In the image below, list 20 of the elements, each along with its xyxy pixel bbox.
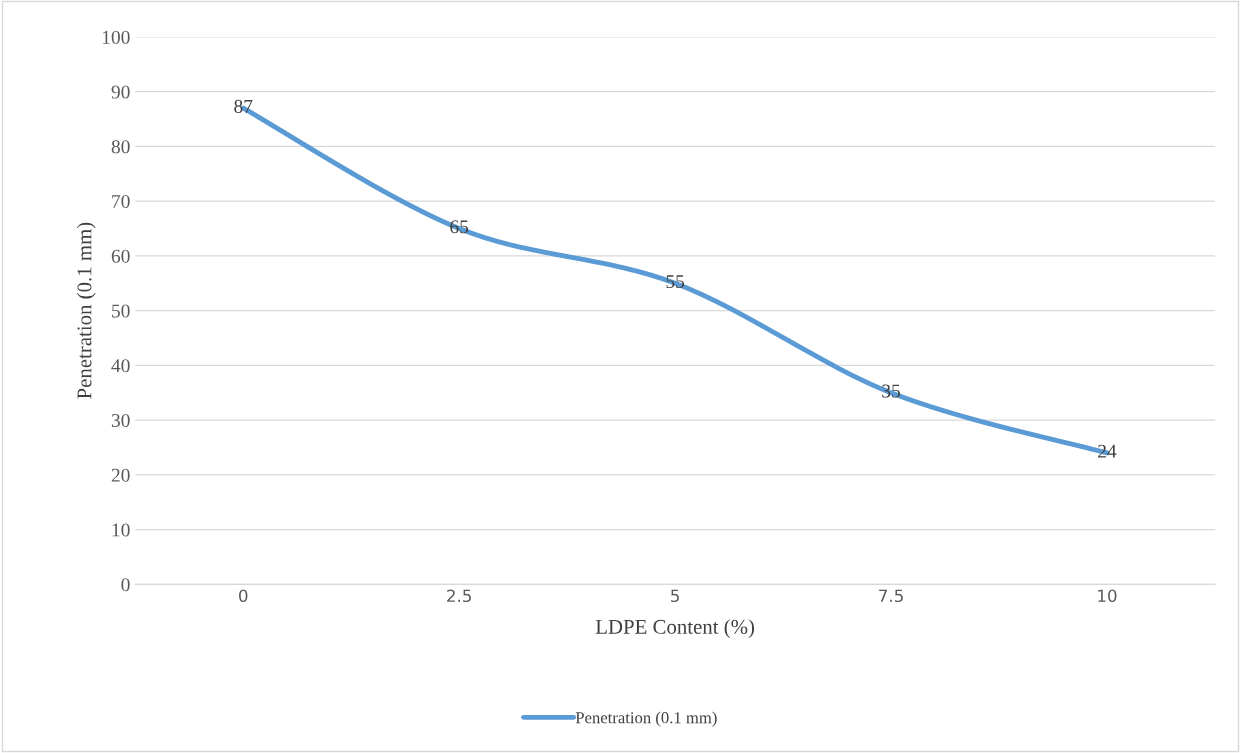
x-tick-label: 10: [1098, 589, 1117, 603]
legend-label: Penetration (0.1 mm): [575, 711, 717, 727]
y-tick-label: 100: [102, 30, 130, 44]
x-tick-label: 5: [671, 589, 679, 603]
x-tick-label: 7.5: [879, 589, 903, 603]
y-tick-label: 50: [112, 304, 130, 318]
y-tick-label: 20: [111, 468, 130, 482]
y-tick-label: 70: [112, 194, 130, 209]
y-tick-label: 0: [121, 578, 130, 592]
x-tick-label: 0: [239, 589, 248, 603]
data-label: 87: [234, 99, 253, 113]
y-axis-title: Penetration (0.1 mm): [76, 222, 96, 399]
x-tick-label: 2.5: [447, 589, 471, 603]
x-axis-title: LDPE Content (%): [595, 619, 755, 639]
y-tick-label: 80: [111, 140, 130, 154]
y-tick-label: 90: [111, 85, 130, 99]
y-tick-label: 30: [111, 413, 130, 428]
y-tick-label: 10: [112, 523, 130, 537]
y-tick-label: 40: [111, 359, 130, 373]
y-tick-label: 60: [111, 249, 130, 263]
